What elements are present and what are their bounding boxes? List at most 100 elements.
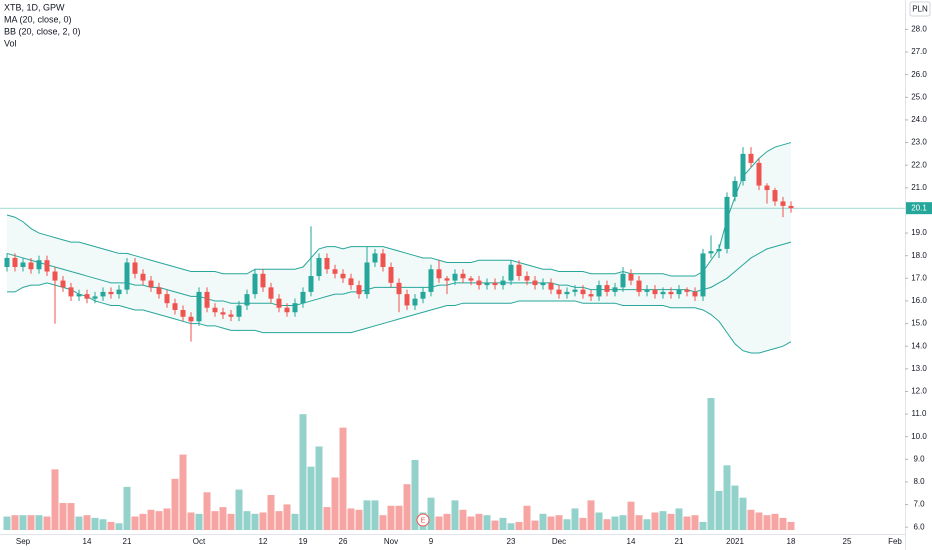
candle-body bbox=[756, 162, 762, 186]
candle-body bbox=[620, 273, 626, 288]
volume-bar bbox=[91, 517, 99, 530]
candle-body bbox=[508, 264, 514, 281]
candle-body bbox=[692, 291, 698, 297]
currency-label[interactable]: PLN bbox=[912, 5, 928, 14]
y-tick-label: 26.0 bbox=[911, 70, 927, 79]
candle-body bbox=[772, 190, 778, 202]
candle-body bbox=[460, 273, 466, 279]
y-tick-label: 15.0 bbox=[911, 319, 927, 328]
volume-bar bbox=[731, 485, 739, 530]
y-tick-label: 28.0 bbox=[911, 25, 927, 34]
candle-body bbox=[308, 276, 314, 292]
candle-body bbox=[276, 298, 282, 308]
candle-body bbox=[436, 269, 442, 279]
volume-bar bbox=[451, 500, 459, 530]
volume-bar bbox=[707, 398, 715, 530]
x-tick-label: 21 bbox=[123, 537, 132, 546]
volume-bar bbox=[595, 512, 603, 530]
volume-bar bbox=[315, 446, 323, 530]
volume-bar bbox=[67, 503, 75, 530]
volume-bar bbox=[387, 505, 395, 530]
volume-bar bbox=[763, 515, 771, 530]
candle-body bbox=[28, 262, 34, 270]
plot bbox=[0, 142, 905, 530]
volume-bar bbox=[715, 490, 723, 530]
volume-bar bbox=[83, 515, 91, 530]
currency-box[interactable] bbox=[909, 1, 931, 17]
volume-bar bbox=[539, 513, 547, 530]
volume-bar bbox=[739, 497, 747, 530]
x-tick-label: 26 bbox=[339, 537, 348, 546]
candle-body bbox=[196, 291, 202, 322]
volume-bar bbox=[547, 516, 555, 530]
candle-body bbox=[340, 273, 346, 279]
candle-body bbox=[180, 309, 186, 317]
volume-bar bbox=[203, 492, 211, 530]
volume-bar bbox=[515, 521, 523, 530]
candle-body bbox=[644, 289, 650, 292]
y-tick-label: 16.0 bbox=[911, 296, 927, 305]
earnings-icon bbox=[416, 513, 430, 527]
candle-body bbox=[188, 316, 194, 322]
candle-body bbox=[516, 264, 522, 277]
candle-body bbox=[156, 287, 162, 295]
candle-body bbox=[668, 291, 674, 295]
candle-body bbox=[780, 201, 786, 206]
volume-bar bbox=[675, 508, 683, 530]
candle-body bbox=[4, 257, 10, 267]
volume-bar bbox=[627, 501, 635, 530]
volume-bar bbox=[619, 515, 627, 530]
volume-bar bbox=[403, 484, 411, 530]
candle-body bbox=[484, 282, 490, 286]
volume-bar bbox=[603, 519, 611, 530]
candle-body bbox=[332, 269, 338, 274]
candle-body bbox=[396, 282, 402, 295]
candle-body bbox=[740, 153, 746, 182]
candle-body bbox=[564, 291, 570, 295]
y-tick-label: 8.0 bbox=[913, 477, 925, 486]
x-tick-label: 9 bbox=[429, 537, 434, 546]
candle-body bbox=[44, 260, 50, 272]
volume-bar bbox=[139, 513, 147, 530]
candle-body bbox=[252, 273, 258, 295]
candle-body bbox=[204, 291, 210, 308]
volume-bar bbox=[683, 516, 691, 530]
volume-bar bbox=[427, 497, 435, 530]
volume-bar bbox=[555, 515, 563, 530]
volume-bar bbox=[635, 515, 643, 530]
volume-bar bbox=[307, 466, 315, 530]
candle-body bbox=[356, 285, 362, 295]
volume-bar bbox=[163, 508, 171, 530]
indicator-label: BB (20, close, 2, 0) bbox=[4, 26, 81, 36]
x-tick-label: Dec bbox=[552, 537, 566, 546]
candle-body bbox=[676, 289, 682, 295]
volume-bar bbox=[155, 511, 163, 530]
volume-bar bbox=[43, 516, 51, 530]
volume-bar bbox=[491, 520, 499, 530]
candle-body bbox=[588, 294, 594, 297]
candle-body bbox=[244, 294, 250, 306]
candle-body bbox=[172, 303, 178, 310]
candle-body bbox=[268, 287, 274, 299]
candle-body bbox=[596, 285, 602, 297]
volume-bar bbox=[299, 414, 307, 530]
candle-body bbox=[572, 289, 578, 292]
y-tick-label: 9.0 bbox=[913, 454, 925, 463]
candle-body bbox=[260, 273, 266, 288]
candle-body bbox=[500, 280, 506, 286]
bb-upper-line bbox=[6, 142, 792, 277]
volume-bar bbox=[251, 513, 259, 530]
y-tick-label: 25.0 bbox=[911, 92, 927, 101]
x-tick-label: 14 bbox=[83, 537, 92, 546]
volume-bar bbox=[499, 517, 507, 530]
last-price-badge bbox=[906, 202, 932, 215]
volume-bar bbox=[467, 516, 475, 530]
candle-body bbox=[124, 262, 130, 290]
x-tick-label: 23 bbox=[507, 537, 516, 546]
bb-fill bbox=[7, 142, 791, 353]
volume-bar bbox=[227, 513, 235, 530]
volume-bar bbox=[211, 511, 219, 530]
candle-body bbox=[364, 262, 370, 295]
y-tick-label: 17.0 bbox=[911, 273, 927, 282]
